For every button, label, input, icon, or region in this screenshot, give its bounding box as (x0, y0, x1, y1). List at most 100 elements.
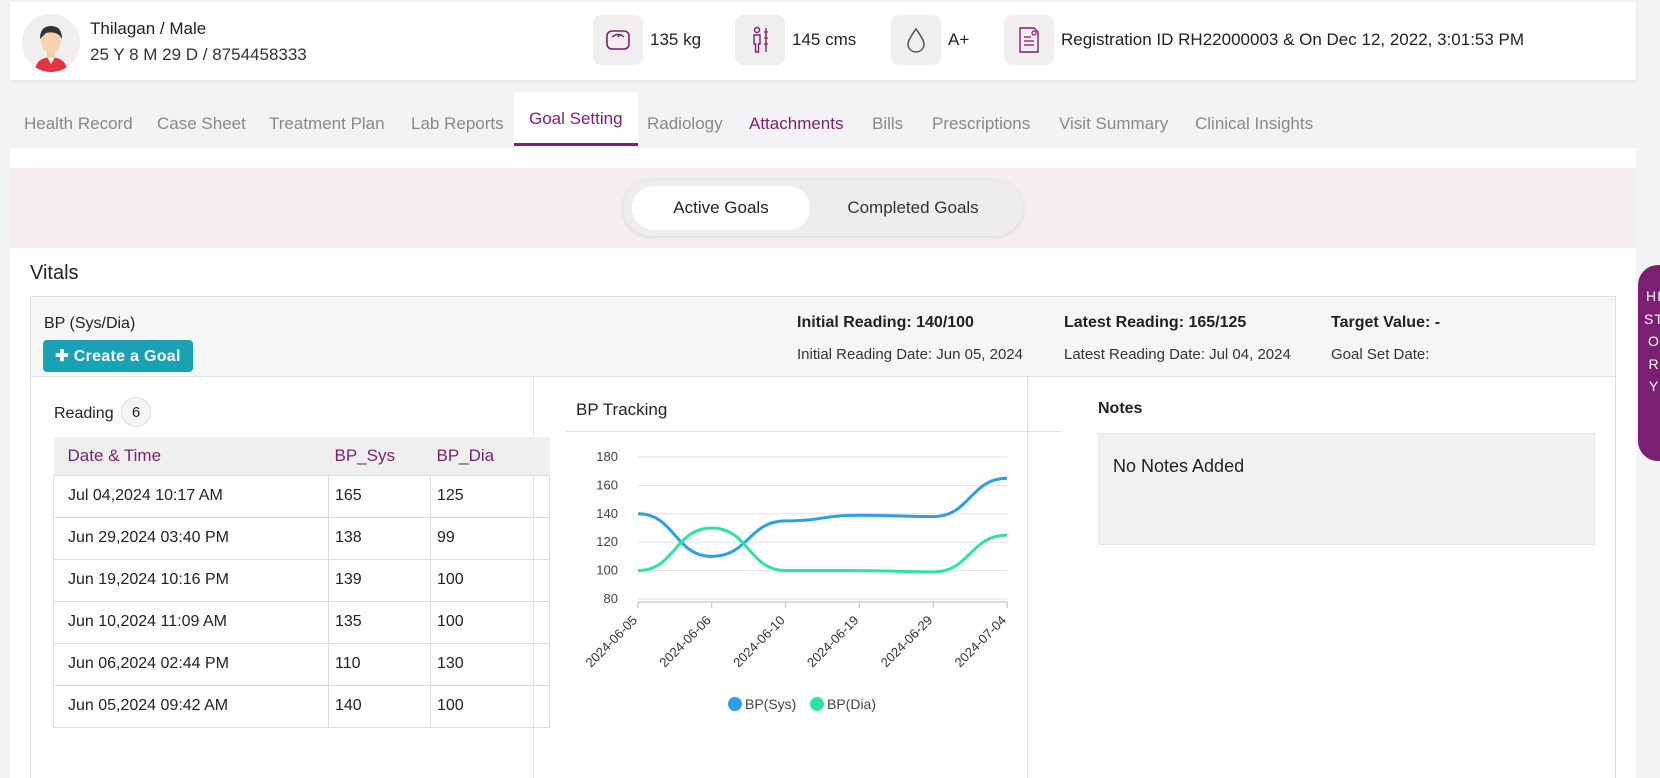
tab-case-sheet[interactable]: Case Sheet (157, 114, 246, 133)
y-tick-label: 120 (596, 534, 618, 549)
y-tick-label: 160 (596, 477, 618, 492)
tab-health-record[interactable]: Health Record (24, 114, 133, 133)
x-tick-label: 2024-06-29 (878, 613, 936, 671)
avatar-person-icon (22, 14, 80, 72)
tab-clinical-insights[interactable]: Clinical Insights (1195, 114, 1314, 133)
series-line (637, 526, 1008, 574)
chart-title-divider (566, 431, 1062, 432)
cell-date: Jun 05,2024 09:42 AM (53, 684, 329, 728)
weight-scale-icon (593, 15, 643, 65)
tab-treatment-plan[interactable]: Treatment Plan (269, 114, 385, 133)
tab-visit-summary[interactable]: Visit Summary (1059, 114, 1169, 133)
x-tick-label: 2024-06-05 (582, 613, 640, 671)
y-tick-label: 100 (596, 563, 618, 578)
cell-dia: 125 (430, 474, 550, 518)
table-row: Jun 29,2024 03:40 PM 138 99 (53, 516, 550, 560)
x-tick-label: 2024-06-10 (730, 613, 788, 671)
column-header-date[interactable]: Date & Time (53, 437, 329, 475)
cell-date: Jul 04,2024 10:17 AM (53, 474, 329, 518)
goal-setting-panel: Active Goals Completed Goals Vitals BP (… (10, 148, 1636, 778)
cell-date: Jun 19,2024 10:16 PM (53, 558, 329, 602)
plus-icon: ✚ (55, 348, 74, 365)
legend-swatch (810, 697, 824, 711)
cell-sys: 110 (328, 642, 431, 686)
legend-label: BP(Sys) (745, 696, 796, 712)
table-row: Jun 10,2024 11:09 AM 135 100 (53, 600, 550, 644)
height-icon (735, 15, 785, 65)
notes-box: No Notes Added (1098, 433, 1595, 545)
table-header-row: Date & Time BP_Sys BP_Dia (53, 437, 550, 475)
patient-name-gender: Thilagan / Male (90, 19, 207, 38)
cell-sys: 140 (328, 684, 431, 728)
weight-value: 135 kg (650, 30, 702, 49)
cell-dia: 130 (430, 642, 550, 686)
x-tick-label: 2024-06-06 (656, 613, 714, 671)
cell-sys: 135 (328, 600, 431, 644)
cell-sys: 165 (328, 474, 431, 518)
active-goals-button[interactable]: Active Goals (632, 186, 810, 230)
registration-document-icon (1004, 15, 1054, 65)
tab-lab-reports[interactable]: Lab Reports (411, 114, 504, 133)
create-goal-label: Create a Goal (73, 348, 181, 365)
cell-dia: 100 (430, 600, 550, 644)
latest-reading-date: Latest Reading Date: Jul 04, 2024 (1064, 346, 1291, 363)
create-goal-button[interactable]: ✚ Create a Goal (43, 340, 193, 372)
initial-reading-date: Initial Reading Date: Jun 05, 2024 (797, 346, 1023, 363)
blood-drop-icon (891, 15, 941, 65)
record-tabs: Health Record Case Sheet Treatment Plan … (10, 92, 1636, 146)
table-row: Jul 04,2024 10:17 AM 165 125 (53, 474, 550, 518)
patient-header: Thilagan / Male 25 Y 8 M 29 D / 87544583… (10, 2, 1636, 80)
vital-card-bp: BP (Sys/Dia) ✚ Create a Goal Initial Rea… (30, 296, 1616, 778)
patient-avatar (22, 14, 80, 72)
x-tick-label: 2024-07-04 (951, 613, 1009, 671)
legend-label: BP(Dia) (827, 696, 876, 712)
goal-toggle-banner: Active Goals Completed Goals (10, 168, 1636, 248)
vital-label: BP (Sys/Dia) (44, 315, 136, 332)
tab-prescriptions[interactable]: Prescriptions (932, 114, 1031, 133)
cell-sys: 139 (328, 558, 431, 602)
tab-bills[interactable]: Bills (872, 114, 904, 133)
readings-count-badge: 6 (121, 397, 151, 427)
readings-table: Date & Time BP_Sys BP_Dia Jul 04,2024 10… (53, 437, 550, 728)
column-header-dia[interactable]: BP_Dia (430, 437, 550, 475)
goal-status-toggle: Active Goals Completed Goals (623, 180, 1023, 236)
chart-title: BP Tracking (576, 400, 668, 419)
series-line (637, 476, 1008, 558)
y-tick-label: 140 (596, 506, 618, 521)
blood-group-value: A+ (948, 30, 970, 49)
section-title: Vitals (30, 262, 79, 284)
history-side-tab[interactable]: HISTORY (1638, 265, 1660, 461)
goal-set-date: Goal Set Date: (1331, 346, 1430, 363)
latest-reading: Latest Reading: 165/125 (1064, 314, 1247, 331)
cell-date: Jun 06,2024 02:44 PM (53, 642, 329, 686)
table-row: Jun 05,2024 09:42 AM 140 100 (53, 684, 550, 728)
patient-age-phone: 25 Y 8 M 29 D / 8754458333 (90, 45, 307, 64)
cell-sys: 138 (328, 516, 431, 560)
table-row: Jun 06,2024 02:44 PM 110 130 (53, 642, 550, 686)
notes-text: No Notes Added (1113, 456, 1245, 476)
vital-card-header: BP (Sys/Dia) ✚ Create a Goal Initial Rea… (31, 297, 1615, 377)
cell-date: Jun 10,2024 11:09 AM (53, 600, 329, 644)
y-tick-label: 180 (596, 449, 618, 464)
registration-info: Registration ID RH22000003 & On Dec 12, … (1061, 30, 1525, 49)
height-value: 145 cms (792, 30, 857, 49)
cell-dia: 100 (430, 558, 550, 602)
history-label: HISTORY (1644, 288, 1660, 394)
y-tick-label: 80 (604, 591, 618, 606)
tab-attachments[interactable]: Attachments (749, 114, 844, 133)
target-value: Target Value: - (1331, 314, 1441, 331)
column-divider (1027, 377, 1028, 778)
column-header-sys[interactable]: BP_Sys (328, 437, 431, 475)
bp-tracking-chart: 80 100 120 140 160 180 2024-06-05 2024-06-06 202… (582, 449, 1009, 712)
cell-date: Jun 29,2024 03:40 PM (53, 516, 329, 560)
tab-goal-setting[interactable]: Goal Setting (514, 92, 638, 146)
completed-goals-button[interactable]: Completed Goals (847, 198, 979, 217)
tab-radiology[interactable]: Radiology (647, 114, 723, 133)
cell-dia: 99 (430, 516, 550, 560)
x-tick-label: 2024-06-19 (804, 613, 862, 671)
initial-reading: Initial Reading: 140/100 (797, 314, 974, 331)
legend-swatch (728, 697, 742, 711)
notes-title: Notes (1098, 400, 1143, 417)
readings-title: Reading (54, 405, 114, 422)
table-row: Jun 19,2024 10:16 PM 139 100 (53, 558, 550, 602)
